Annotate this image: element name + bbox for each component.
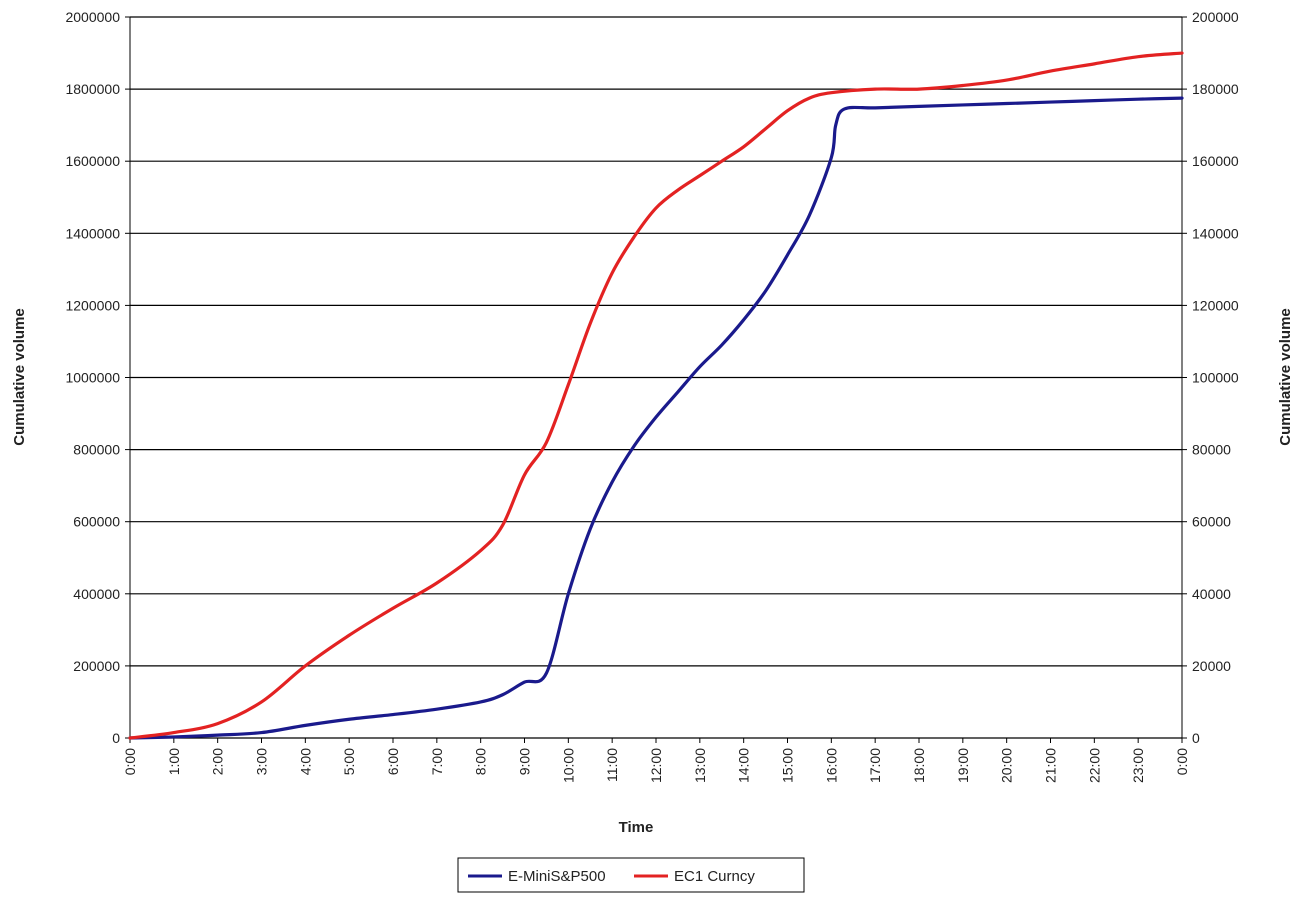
y-tick-label-right: 0: [1192, 730, 1200, 746]
x-tick-label: 2:00: [210, 748, 226, 775]
x-tick-label: 8:00: [473, 748, 489, 775]
y-tick-label-left: 0: [112, 730, 120, 746]
y-tick-label-left: 600000: [73, 514, 120, 530]
x-tick-label: 5:00: [341, 748, 357, 775]
series-line-e-mini-sp500: [128, 96, 1184, 740]
x-tick-label: 4:00: [297, 748, 313, 775]
y-tick-label-right: 60000: [1192, 514, 1231, 530]
x-tick-label: 1:00: [166, 748, 182, 775]
x-axis-ticks: 0:00 1:00 2:00 3:00 4:00 5:00 6:00 7:00 8:00 9:00…: [122, 748, 1190, 783]
y-tick-label-right: 140000: [1192, 225, 1239, 241]
y-tick-label-left: 800000: [73, 442, 120, 458]
x-tick-label: 20:00: [999, 748, 1015, 783]
y-tick-label-left: 1000000: [65, 370, 120, 386]
legend-box: [457, 857, 805, 893]
y-tick-label-right: 200000: [1192, 9, 1239, 25]
y-tick-label-right: 40000: [1192, 586, 1231, 602]
y-tick-label-left: 200000: [73, 658, 120, 674]
x-tick-label: 22:00: [1086, 748, 1102, 783]
plot-area-border: [129, 16, 1183, 739]
x-tick-label: 16:00: [823, 748, 839, 783]
series-line-ec1-curncy: [128, 51, 1184, 740]
y-tick-label-right: 100000: [1192, 370, 1239, 386]
x-axis-title: Time: [619, 819, 654, 836]
right-axis-ticks: 0 20000 40000 60000 80000 100000 120000 140000 1…: [1192, 9, 1239, 746]
y-tick-label-right: 80000: [1192, 442, 1231, 458]
left-axis-ticks: 0 200000 400000 600000 800000 1000000 1200000 1…: [65, 9, 120, 746]
x-tick-label: 6:00: [385, 748, 401, 775]
x-tick-label: 17:00: [867, 748, 883, 783]
x-tick-label: 7:00: [429, 748, 445, 775]
y-tick-label-right: 20000: [1192, 658, 1231, 674]
x-tick-label: 0:00: [1174, 748, 1190, 775]
y-tick-label-left: 400000: [73, 586, 120, 602]
y-tick-label-right: 180000: [1192, 81, 1239, 97]
series-layer: [128, 51, 1184, 740]
left-axis-title: Cumulative volume: [11, 308, 28, 446]
x-tick-label: 15:00: [780, 748, 796, 783]
y-tick-label-left: 1800000: [65, 81, 120, 97]
x-tick-label: 0:00: [122, 748, 138, 775]
x-tick-label: 19:00: [955, 748, 971, 783]
x-tick-label: 10:00: [560, 748, 576, 783]
x-tick-label: 13:00: [692, 748, 708, 783]
right-axis-title: Cumulative volume: [1277, 308, 1294, 446]
legend: E-MiniS&P500 EC1 Curncy: [457, 857, 805, 893]
y-tick-label-left: 2000000: [65, 9, 120, 25]
x-tick-label: 9:00: [517, 748, 533, 775]
x-tick-label: 11:00: [604, 748, 620, 782]
y-tick-label-right: 160000: [1192, 153, 1239, 169]
x-tick-label: 18:00: [911, 748, 927, 783]
y-tick-label-left: 1600000: [65, 153, 120, 169]
legend-label-ec1: EC1 Curncy: [674, 868, 755, 885]
y-tick-label-left: 1200000: [65, 297, 120, 313]
x-tick-label: 12:00: [648, 748, 664, 783]
x-tick-label: 3:00: [254, 748, 270, 775]
legend-label-e-mini: E-MiniS&P500: [508, 868, 606, 885]
y-tick-label-left: 1400000: [65, 225, 120, 241]
y-tick-label-right: 120000: [1192, 297, 1239, 313]
x-tick-label: 14:00: [736, 748, 752, 783]
x-tick-label: 21:00: [1043, 748, 1059, 783]
x-tick-label: 23:00: [1130, 748, 1146, 783]
